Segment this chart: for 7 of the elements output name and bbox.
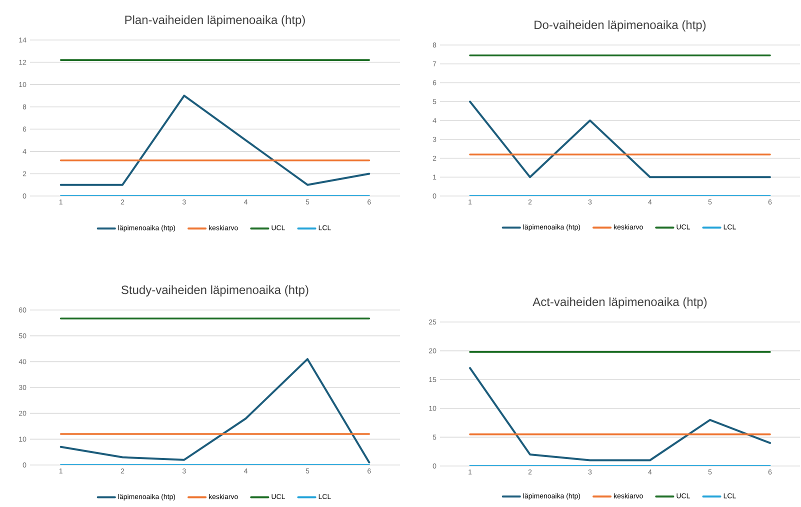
line-series <box>60 94 370 186</box>
chart-title: Do-vaiheiden läpimenoaika (htp) <box>534 20 706 32</box>
chart-title: Plan-vaiheiden läpimenoaika (htp) <box>125 15 305 26</box>
line-series <box>469 367 771 462</box>
line-series <box>60 358 370 464</box>
chart-title: Study-vaiheiden läpimenoaika (htp) <box>121 285 308 296</box>
chart-title: Act-vaiheiden läpimenoaika (htp) <box>532 297 707 308</box>
